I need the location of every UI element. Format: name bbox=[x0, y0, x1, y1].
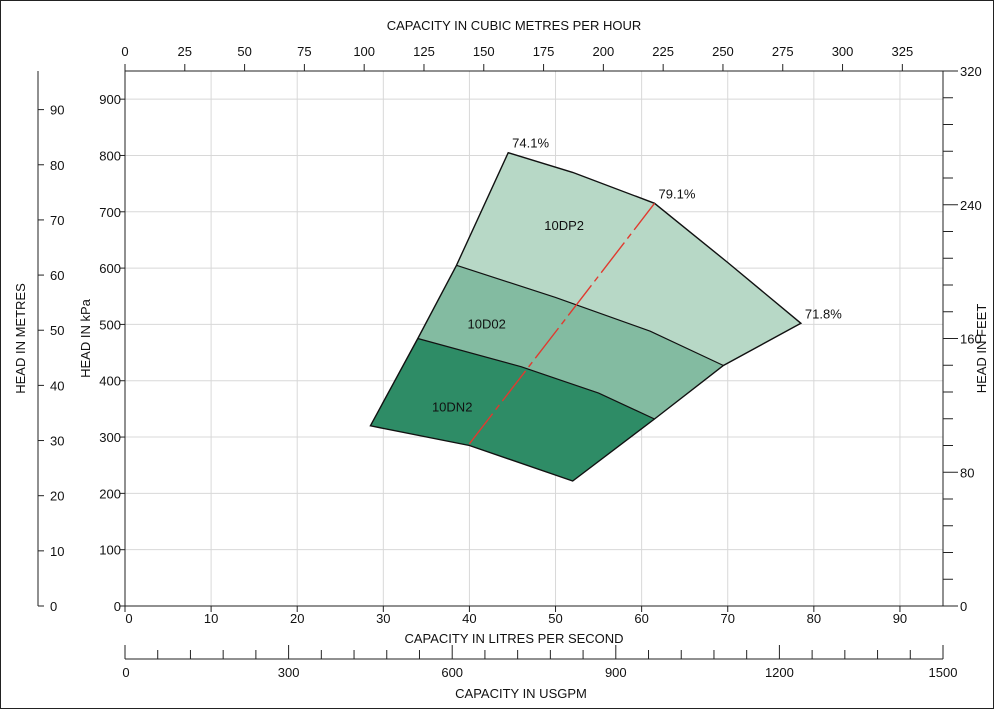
x-tick-label: 90 bbox=[893, 611, 907, 626]
y-metres-tick-label: 30 bbox=[50, 434, 64, 449]
y-metres-tick-label: 40 bbox=[50, 378, 64, 393]
band-10dn2 bbox=[370, 338, 655, 481]
band-10d02 bbox=[417, 265, 724, 419]
x-usgpm-tick-label: 600 bbox=[441, 665, 463, 680]
x-usgpm-tick-label: 1200 bbox=[765, 665, 794, 680]
x-tick-label: 10 bbox=[204, 611, 218, 626]
x-top-tick-label: 75 bbox=[297, 44, 311, 59]
x-tick-label: 50 bbox=[548, 611, 562, 626]
efficiency-label: 79.1% bbox=[659, 186, 696, 201]
y-kpa-tick-label: 600 bbox=[99, 261, 121, 276]
x-usgpm-tick-label: 300 bbox=[278, 665, 300, 680]
y-kpa-tick-label: 500 bbox=[99, 317, 121, 332]
band-label: 10D02 bbox=[467, 316, 505, 331]
x-top-tick-label: 300 bbox=[832, 44, 854, 59]
band-label: 10DP2 bbox=[544, 218, 584, 233]
x-top-tick-label: 0 bbox=[121, 44, 128, 59]
y-metres-axis-title: HEAD IN METRES bbox=[13, 283, 28, 394]
y-feet-tick-label: 0 bbox=[960, 599, 967, 614]
x-top-tick-label: 200 bbox=[593, 44, 615, 59]
x-top-tick-label: 50 bbox=[237, 44, 251, 59]
x-top-tick-label: 125 bbox=[413, 44, 435, 59]
x-usgpm-tick-label: 1500 bbox=[929, 665, 958, 680]
labels: 74.1% 79.1% 71.8% 10DP2 10D02 10DN2 bbox=[432, 136, 842, 415]
x-top-tick-label: 225 bbox=[652, 44, 674, 59]
y-feet-axis-title: HEAD IN FEET bbox=[974, 304, 989, 394]
y-kpa-tick-label: 800 bbox=[99, 148, 121, 163]
bands bbox=[369, 151, 803, 482]
x-tick-label: 30 bbox=[376, 611, 390, 626]
y-metres-tick-label: 20 bbox=[50, 489, 64, 504]
band-outline bbox=[369, 151, 803, 482]
x-top-axis-title: CAPACITY IN CUBIC METRES PER HOUR bbox=[387, 18, 642, 33]
x-top-tick-label: 325 bbox=[891, 44, 913, 59]
y-kpa-axis-title: HEAD IN kPa bbox=[78, 298, 93, 378]
band-10dp2 bbox=[456, 152, 801, 366]
x-axis-title: CAPACITY IN LITRES PER SECOND bbox=[404, 631, 623, 646]
y-kpa-tick-label: 0 bbox=[114, 599, 121, 614]
y-kpa-tick-label: 100 bbox=[99, 543, 121, 558]
y-kpa-tick-label: 400 bbox=[99, 374, 121, 389]
efficiency-line-group bbox=[468, 202, 656, 445]
y-kpa-tick-label: 200 bbox=[99, 486, 121, 501]
x-top-tick-label: 25 bbox=[178, 44, 192, 59]
y-metres-tick-label: 90 bbox=[50, 103, 64, 118]
x-top-tick-label: 100 bbox=[353, 44, 375, 59]
x-tick-label: 60 bbox=[634, 611, 648, 626]
y-feet-tick-label: 160 bbox=[960, 332, 982, 347]
y-kpa-tick-label: 900 bbox=[99, 92, 121, 107]
axes: 0 10 20 30 40 50 60 70 80 90 CAPACITY IN LITRES PE… bbox=[13, 18, 989, 701]
x-tick-label: 70 bbox=[721, 611, 735, 626]
band-boundary bbox=[417, 337, 655, 420]
y-metres-tick-label: 10 bbox=[50, 544, 64, 559]
x-top-tick-label: 175 bbox=[533, 44, 555, 59]
band-boundary bbox=[456, 264, 724, 367]
x-usgpm-tick-label: 900 bbox=[605, 665, 627, 680]
x-top-tick-label: 250 bbox=[712, 44, 734, 59]
x-top-tick-label: 150 bbox=[473, 44, 495, 59]
x-tick-label: 20 bbox=[290, 611, 304, 626]
y-metres-tick-label: 50 bbox=[50, 323, 64, 338]
x-top-tick-label: 275 bbox=[772, 44, 794, 59]
efficiency-label: 71.8% bbox=[805, 306, 842, 321]
y-metres-tick-label: 60 bbox=[50, 268, 64, 283]
y-feet-tick-label: 320 bbox=[960, 64, 982, 79]
x-usgpm-tick-label: 0 bbox=[122, 665, 129, 680]
y-kpa-tick-label: 300 bbox=[99, 430, 121, 445]
x-tick-label: 40 bbox=[462, 611, 476, 626]
y-kpa-tick-label: 700 bbox=[99, 205, 121, 220]
x-tick-label: 0 bbox=[125, 611, 132, 626]
efficiency-label: 74.1% bbox=[512, 136, 549, 151]
y-metres-tick-label: 0 bbox=[50, 599, 57, 614]
x-usgpm-axis-title: CAPACITY IN USGPM bbox=[455, 686, 587, 701]
best-efficiency-line bbox=[468, 202, 656, 445]
y-metres-tick-label: 80 bbox=[50, 158, 64, 173]
y-feet-tick-label: 240 bbox=[960, 198, 982, 213]
x-tick-label: 80 bbox=[807, 611, 821, 626]
band-label: 10DN2 bbox=[432, 400, 472, 415]
y-metres-tick-label: 70 bbox=[50, 213, 64, 228]
y-feet-tick-label: 80 bbox=[960, 465, 974, 480]
